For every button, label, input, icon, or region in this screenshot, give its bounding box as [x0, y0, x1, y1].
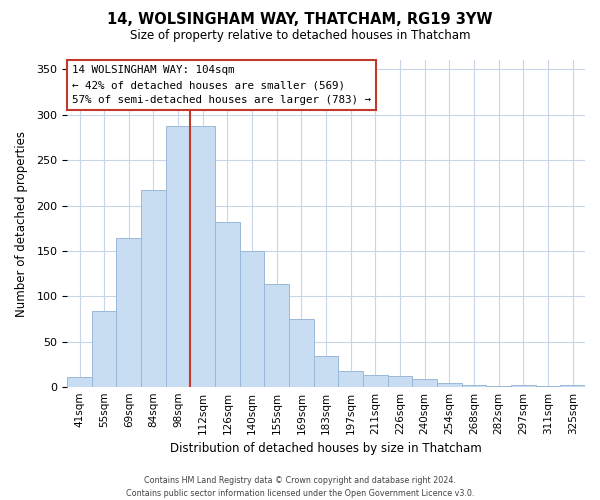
Bar — [487, 386, 511, 388]
Bar — [437, 383, 462, 388]
Bar — [289, 319, 314, 388]
Bar — [166, 126, 190, 388]
Bar — [511, 384, 536, 388]
Bar — [363, 374, 388, 388]
Bar — [215, 222, 240, 388]
Y-axis label: Number of detached properties: Number of detached properties — [15, 130, 28, 316]
Bar — [67, 378, 92, 388]
Bar — [92, 311, 116, 388]
Bar — [116, 238, 141, 388]
X-axis label: Distribution of detached houses by size in Thatcham: Distribution of detached houses by size … — [170, 442, 482, 455]
Bar — [536, 386, 560, 388]
Text: 14, WOLSINGHAM WAY, THATCHAM, RG19 3YW: 14, WOLSINGHAM WAY, THATCHAM, RG19 3YW — [107, 12, 493, 28]
Bar — [338, 371, 363, 388]
Text: Size of property relative to detached houses in Thatcham: Size of property relative to detached ho… — [130, 28, 470, 42]
Bar — [560, 384, 585, 388]
Bar — [412, 379, 437, 388]
Bar — [388, 376, 412, 388]
Bar — [141, 190, 166, 388]
Bar — [190, 126, 215, 388]
Bar — [240, 251, 265, 388]
Bar — [314, 356, 338, 388]
Text: Contains HM Land Registry data © Crown copyright and database right 2024.
Contai: Contains HM Land Registry data © Crown c… — [126, 476, 474, 498]
Text: 14 WOLSINGHAM WAY: 104sqm
← 42% of detached houses are smaller (569)
57% of semi: 14 WOLSINGHAM WAY: 104sqm ← 42% of detac… — [73, 65, 371, 106]
Bar — [265, 284, 289, 388]
Bar — [462, 384, 487, 388]
